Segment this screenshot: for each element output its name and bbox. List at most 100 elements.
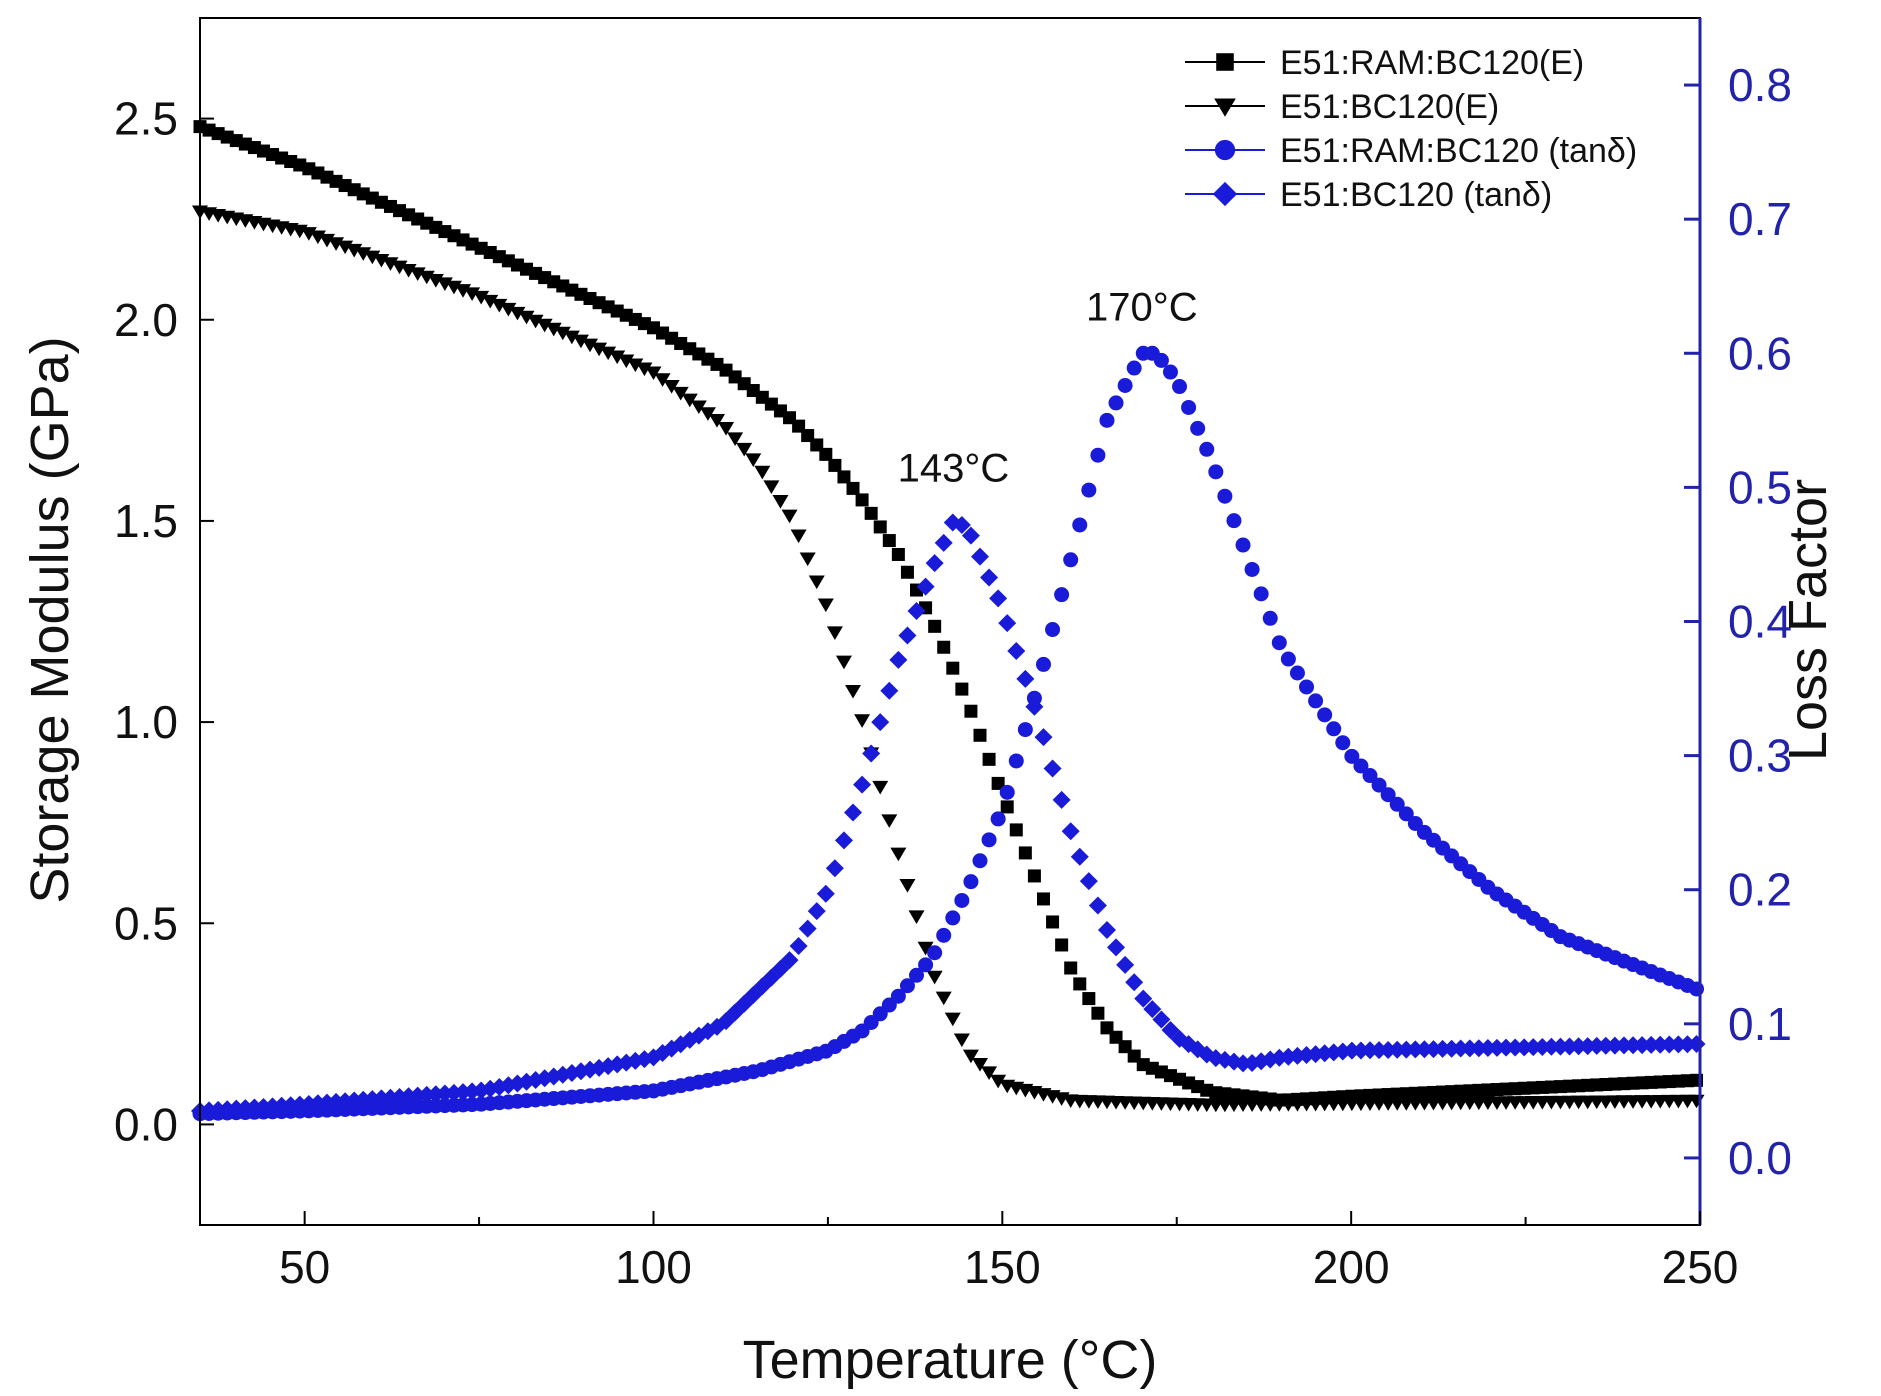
tandelta-bc120-point xyxy=(853,775,872,794)
tandelta-bc120-point xyxy=(1152,1010,1171,1029)
tandelta-ram-point xyxy=(1162,364,1178,380)
modulus-bc120-point xyxy=(881,814,898,828)
modulus-ram-point xyxy=(1055,938,1069,952)
modulus-ram-point xyxy=(937,640,951,654)
modulus-bc120-point xyxy=(672,386,689,401)
modulus-ram-point xyxy=(882,534,896,548)
tandelta-ram-point xyxy=(1199,441,1215,457)
tandelta-bc120-point xyxy=(1025,697,1044,716)
modulus-bc120-point xyxy=(926,970,943,985)
right-y-tick-label: 0.5 xyxy=(1728,461,1792,513)
modulus-bc120-point xyxy=(609,350,626,365)
legend: E51:RAM:BC120(E) E51:BC120(E) E51:RAM:BC12… xyxy=(1185,44,1637,214)
legend-label: E51:BC120(E) xyxy=(1280,88,1499,126)
tandelta-ram-point xyxy=(1190,420,1206,436)
modulus-bc120-point xyxy=(690,400,707,415)
legend-marker xyxy=(1214,139,1236,161)
legend-label: E51:RAM:BC120 (tanδ) xyxy=(1280,132,1637,170)
modulus-bc120-point xyxy=(754,465,771,480)
tandelta-ram-point xyxy=(909,967,925,983)
modulus-bc120-point xyxy=(772,495,789,509)
tandelta-bc120-point xyxy=(925,554,944,573)
tandelta-bc120-point xyxy=(889,650,908,669)
tandelta-bc120-point xyxy=(1052,790,1071,809)
left-y-tick-label: 0.0 xyxy=(114,1098,178,1150)
tandelta-bc120-point xyxy=(780,951,799,970)
modulus-bc120-point xyxy=(645,366,662,381)
tandelta-bc120-point xyxy=(1088,896,1107,915)
modulus-bc120-point xyxy=(473,290,490,305)
right-y-tick-label: 0.8 xyxy=(1728,59,1792,111)
modulus-bc120-point xyxy=(718,421,735,436)
tandelta-bc120-point xyxy=(1097,920,1116,939)
modulus-ram-point xyxy=(855,493,869,507)
modulus-ram-point xyxy=(1036,892,1050,906)
axes-layer: 50 100 150 200 250 0.0 0.5 1.0 1.5 2.0 2.5 0.0 0.1 0.… xyxy=(114,59,1792,1293)
tandelta-ram-point xyxy=(1099,412,1115,428)
tandelta-ram-point xyxy=(972,853,988,869)
tandelta-ram-point xyxy=(1689,981,1705,997)
left-y-tick-label: 2.0 xyxy=(114,294,178,346)
modulus-bc120-point xyxy=(572,334,589,349)
tandelta-bc120-point xyxy=(1125,973,1144,992)
modulus-bc120-point xyxy=(582,338,598,353)
modulus-ram-point xyxy=(928,619,942,633)
tandelta-bc120-point xyxy=(998,614,1017,633)
tandelta-ram-point xyxy=(1244,561,1260,577)
modulus-bc120-point xyxy=(899,879,916,893)
tandelta-ram-point xyxy=(1090,447,1106,463)
tandelta-ram-point xyxy=(1362,768,1378,784)
tandelta-bc120-point xyxy=(834,831,853,850)
tandelta-ram-point xyxy=(1035,656,1051,672)
modulus-bc120-point xyxy=(854,714,871,728)
modulus-bc120-point xyxy=(464,287,481,302)
modulus-bc120-point xyxy=(935,991,952,1006)
annotation-layer: 143°C 170°C xyxy=(898,285,1198,490)
tandelta-ram-point xyxy=(890,988,906,1004)
tandelta-bc120-point xyxy=(798,919,817,938)
modulus-ram-point xyxy=(873,520,887,534)
modulus-bc120-point xyxy=(663,380,680,394)
tandelta-bc120-point xyxy=(871,713,890,732)
modulus-ram-point xyxy=(1073,977,1087,991)
series-layer xyxy=(191,120,1706,1122)
right-y-tick-label: 0.0 xyxy=(1728,1132,1792,1184)
modulus-bc120-point xyxy=(981,1066,998,1080)
modulus-bc120-point xyxy=(781,509,798,524)
left-y-tick-label: 0.5 xyxy=(114,897,178,949)
series-1 xyxy=(193,120,1704,1107)
tandelta-ram-point xyxy=(963,874,979,890)
tandelta-bc120-point xyxy=(961,526,980,545)
modulus-bc120-point xyxy=(908,910,925,925)
modulus-ram-point xyxy=(1082,992,1096,1006)
modulus-ram-point xyxy=(1064,961,1078,975)
right-y-tick-label: 0.6 xyxy=(1728,327,1792,379)
left-y-axis-title: Storage Modulus (GPa) xyxy=(20,336,80,903)
tandelta-ram-point xyxy=(936,927,952,943)
modulus-bc120-point xyxy=(790,529,807,544)
tandelta-bc120-point xyxy=(1016,669,1035,688)
left-y-tick-label: 1.0 xyxy=(114,696,178,748)
tandelta-ram-point xyxy=(1380,787,1396,803)
tandelta-ram-point xyxy=(1280,651,1296,667)
modulus-bc120-point xyxy=(491,298,508,313)
modulus-ram-point xyxy=(1000,800,1014,814)
tandelta-ram-point xyxy=(899,978,915,994)
tandelta-bc120-point xyxy=(825,859,844,878)
modulus-bc120-point xyxy=(509,306,526,321)
tandelta-bc120-point xyxy=(952,515,971,534)
modulus-bc120-point xyxy=(736,442,753,457)
tandelta-bc120-point xyxy=(1079,872,1098,891)
tandelta-bc120-point xyxy=(989,589,1008,608)
tandelta-ram-point xyxy=(1371,777,1387,793)
tandelta-ram-point xyxy=(927,945,943,961)
modulus-bc120-point xyxy=(536,318,553,333)
tandelta-ram-point xyxy=(999,784,1015,800)
modulus-bc120-point xyxy=(890,847,907,862)
right-y-tick-label: 0.2 xyxy=(1728,864,1792,916)
modulus-bc120-point xyxy=(482,294,499,309)
tandelta-bc120-point xyxy=(807,902,826,921)
x-axis-title: Temperature (°C) xyxy=(743,1330,1158,1390)
tandelta-ram-point xyxy=(1063,552,1079,568)
